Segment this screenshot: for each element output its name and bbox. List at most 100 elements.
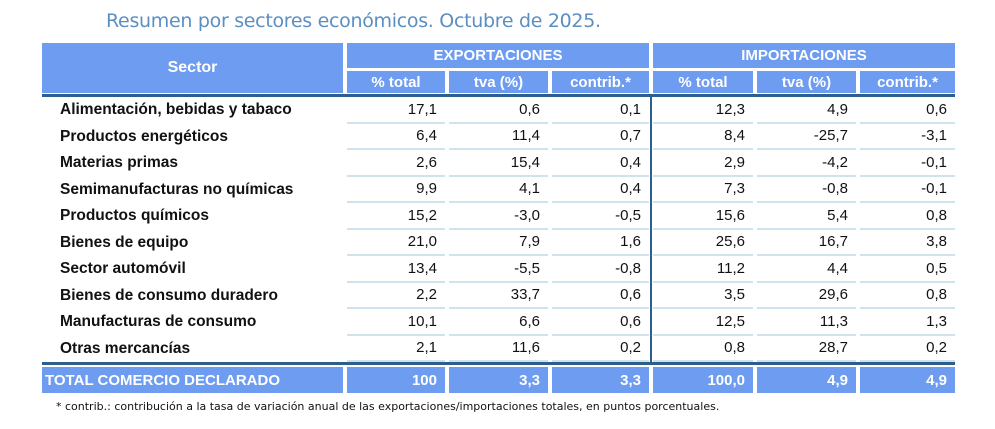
imports-cell: 3,8: [860, 230, 955, 256]
imports-cell: -0,8: [757, 177, 856, 203]
imports-cell: -3,1: [860, 124, 955, 150]
table-row: Sector automóvil 13,4 -5,5 -0,8 11,2 4,4 0,5: [42, 256, 955, 283]
table-title: Resumen por sectores económicos. Octubre…: [106, 10, 601, 32]
exports-cell: 21,0: [347, 230, 445, 256]
exports-cell: -3,0: [449, 203, 548, 230]
exports-header: EXPORTACIONES: [347, 43, 649, 68]
exports-cell: -5,5: [449, 256, 548, 283]
sector-label: Materias primas: [60, 154, 179, 172]
exports-cell: 33,7: [449, 283, 548, 309]
exports-cell: 0,1: [552, 97, 649, 124]
exports-cell: 6,6: [449, 309, 548, 336]
exports-cell: 11,6: [449, 336, 548, 362]
exports-cell: 0,4: [552, 177, 649, 203]
imports-cell: 0,5: [860, 256, 955, 283]
total-cell: 3,3: [449, 367, 548, 393]
exports-cell: 0,6: [552, 283, 649, 309]
imports-contrib-header: contrib.*: [860, 71, 955, 93]
imports-cell: 0,6: [860, 97, 955, 124]
table-body: Alimentación, bebidas y tabaco 17,1 0,6 0,1…: [42, 97, 955, 362]
exports-cell: 2,1: [347, 336, 445, 362]
imports-cell: 7,3: [650, 176, 753, 203]
table-row: Productos energéticos 6,4 11,4 0,7 8,4 -25,7-…: [42, 123, 955, 150]
exports-cell: 4,1: [449, 177, 548, 203]
exports-cell: 17,1: [347, 97, 445, 124]
exports-cell: 10,1: [347, 309, 445, 336]
imports-cell: 8,4: [650, 123, 753, 150]
exports-cell: 2,6: [347, 150, 445, 177]
footnote: * contrib.: contribución a la tasa de va…: [56, 400, 720, 413]
imports-header: IMPORTACIONES: [653, 43, 955, 68]
sector-label: Sector automóvil: [60, 260, 186, 278]
table-row: Otras mercancías 2,1 11,6 0,2 0,8 28,7 0,2: [42, 335, 955, 362]
sector-summary-table: Sector EXPORTACIONES IMPORTACIONES % tot…: [42, 43, 955, 393]
sector-label: Productos energéticos: [60, 127, 228, 145]
total-label: TOTAL COMERCIO DECLARADO: [42, 367, 343, 393]
imports-cell: -25,7: [757, 124, 856, 150]
total-cell: 3,3: [552, 367, 649, 393]
imports-cell: 3,5: [650, 282, 753, 309]
sector-label: Alimentación, bebidas y tabaco: [60, 101, 292, 119]
exports-cell: 11,4: [449, 124, 548, 150]
imports-cell: 0,2: [860, 336, 955, 362]
exports-cell: 7,9: [449, 230, 548, 256]
total-row: TOTAL COMERCIO DECLARADO 100 3,3 3,3 100…: [42, 367, 955, 393]
imports-cell: 11,2: [650, 256, 753, 283]
exports-cell: 0,7: [552, 124, 649, 150]
header-divider: [42, 94, 955, 97]
exports-cell: 13,4: [347, 256, 445, 283]
exports-cell: 0,6: [449, 97, 548, 124]
exports-cell: -0,8: [552, 256, 649, 283]
imports-pct-total-header: % total: [653, 71, 753, 93]
exports-cell: 0,4: [552, 150, 649, 177]
imports-cell: 4,9: [757, 97, 856, 124]
sector-label: Productos químicos: [60, 207, 209, 225]
sector-label: Semimanufacturas no químicas: [60, 180, 294, 198]
exports-cell: 9,9: [347, 177, 445, 203]
exports-tva-header: tva (%): [449, 71, 548, 93]
table-row: Bienes de consumo duradero 2,2 33,7 0,6 3,5 2…: [42, 282, 955, 309]
sector-header: Sector: [42, 43, 343, 93]
imports-cell: 12,5: [650, 309, 753, 336]
exports-cell: -0,5: [552, 203, 649, 230]
table-row: Alimentación, bebidas y tabaco 17,1 0,6 0,1…: [42, 97, 955, 124]
imports-tva-header: tva (%): [757, 71, 856, 93]
imports-cell: 1,3: [860, 309, 955, 336]
sector-label: Bienes de consumo duradero: [60, 286, 278, 304]
imports-cell: -0,1: [860, 150, 955, 177]
sector-label: Otras mercancías: [60, 339, 191, 357]
table-row: Bienes de equipo 21,0 7,9 1,6 25,6 16,7 3,8: [42, 229, 955, 256]
imports-cell: 0,8: [860, 203, 955, 230]
total-cell: 4,9: [860, 367, 955, 393]
table-row: Semimanufacturas no químicas 9,9 4,1 0,4 7,3…: [42, 176, 955, 203]
exports-pct-total-header: % total: [347, 71, 445, 93]
table-row: Materias primas 2,6 15,4 0,4 2,9 -4,2 -0,1: [42, 150, 955, 177]
imports-cell: 15,6: [650, 203, 753, 230]
exports-cell: 15,2: [347, 203, 445, 230]
imports-cell: 5,4: [757, 203, 856, 230]
sector-label: Manufacturas de consumo: [60, 313, 257, 331]
imports-cell: 0,8: [860, 283, 955, 309]
imports-cell: 4,4: [757, 256, 856, 283]
table-row: Manufacturas de consumo 10,1 6,6 0,6 12,5 11,…: [42, 309, 955, 336]
imports-cell: 12,3: [650, 97, 753, 124]
exports-cell: 6,4: [347, 124, 445, 150]
exports-cell: 15,4: [449, 150, 548, 177]
imports-cell: -0,1: [860, 177, 955, 203]
body-divider: [42, 362, 955, 365]
sector-label: Bienes de equipo: [60, 233, 189, 251]
imports-cell: -4,2: [757, 150, 856, 177]
table-row: Productos químicos 15,2 -3,0 -0,5 15,6 5,4 0,8: [42, 203, 955, 230]
table-header: Sector EXPORTACIONES IMPORTACIONES % tot…: [42, 43, 955, 93]
total-cell: 100: [347, 367, 445, 393]
imports-cell: 2,9: [650, 150, 753, 177]
exports-contrib-header: contrib.*: [552, 71, 649, 93]
exports-cell: 0,6: [552, 309, 649, 336]
total-cell: 100,0: [653, 367, 753, 393]
imports-cell: 28,7: [757, 336, 856, 362]
total-cell: 4,9: [757, 367, 856, 393]
imports-cell: 16,7: [757, 230, 856, 256]
imports-cell: 0,8: [650, 335, 753, 362]
imports-cell: 29,6: [757, 283, 856, 309]
exports-cell: 1,6: [552, 230, 649, 256]
